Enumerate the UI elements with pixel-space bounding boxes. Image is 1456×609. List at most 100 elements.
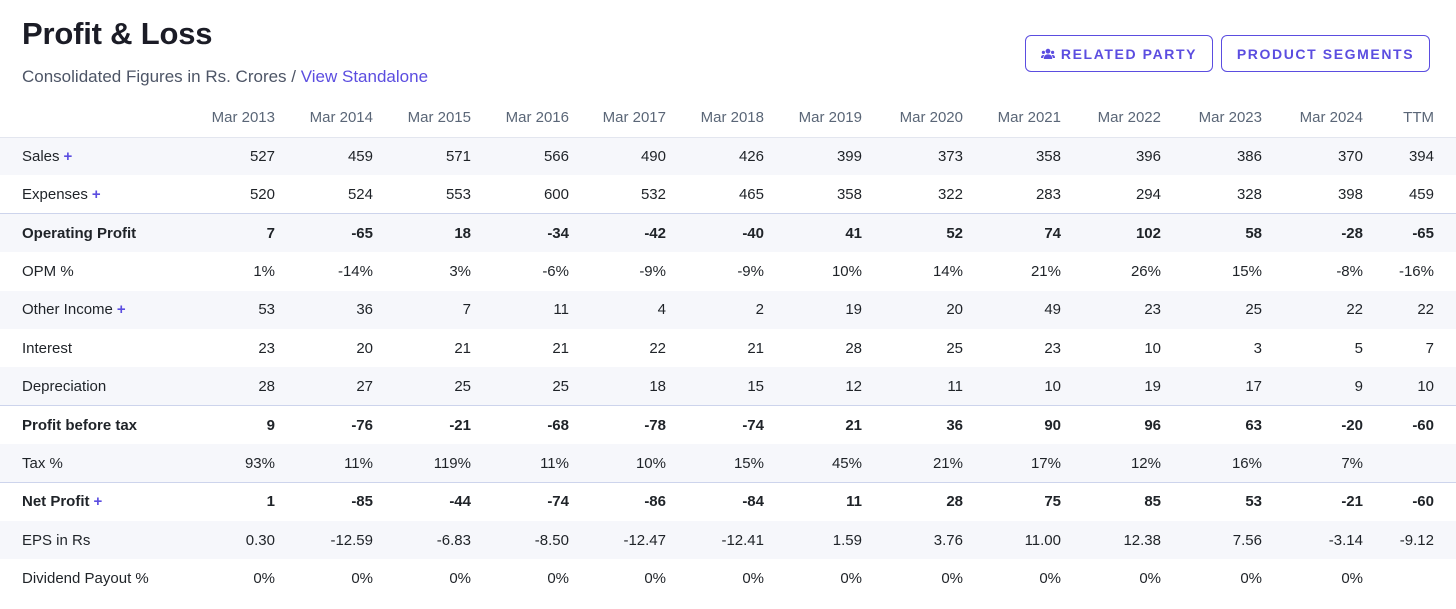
table-row[interactable]: Net Profit +1 -85 -44 -74 -86 -84 11 28 75 85 53 -21… (0, 482, 1456, 521)
table-cell: 0% (449, 569, 471, 587)
table-cell: -6% (542, 262, 569, 280)
table-cell: 465 (738, 185, 764, 203)
row-label-text: Other Income (22, 301, 113, 319)
table-cell: -6.83 (373, 520, 471, 560)
table-cell: 0.30 (178, 520, 275, 560)
table-cell: -14% (337, 262, 373, 280)
column-header: Mar 2013 (178, 99, 275, 138)
table-cell: 25 (946, 339, 963, 357)
table-cell: 7.56 (1161, 520, 1262, 560)
page-title: Profit & Loss (22, 16, 213, 51)
table-cell: 0% (351, 569, 373, 587)
expand-plus-icon[interactable]: + (93, 493, 103, 511)
table-cell: 52 (862, 213, 963, 253)
table-cell: 20 (862, 290, 963, 329)
table-cell: -60 (1363, 405, 1456, 445)
table-cell: 11% (275, 444, 373, 483)
row-label-text: Dividend Payout % (22, 569, 149, 587)
table-cell: 3 (1253, 339, 1262, 357)
table-row[interactable]: Expenses +520 524 553 600 532 465 358 322 283 294 3… (0, 175, 1456, 213)
table-cell: 19 (1061, 367, 1161, 406)
row-label: Operating Profit (0, 213, 178, 253)
table-cell: -9.12 (1363, 520, 1456, 560)
table-cell: -78 (569, 405, 666, 445)
header-label-cell (0, 99, 178, 138)
table-cell: 12% (1061, 444, 1161, 483)
table-cell: 16% (1161, 444, 1262, 483)
table-cell: 490 (569, 137, 666, 176)
table-cell: 11 (471, 290, 569, 329)
table-cell: 10 (1144, 339, 1161, 357)
table-cell: 21% (1030, 262, 1061, 280)
row-label: OPM % (0, 252, 178, 290)
row-label-text: Sales (22, 147, 60, 165)
row-label-text: EPS in Rs (22, 531, 91, 549)
table-cell: 7% (1262, 444, 1363, 483)
table-cell: 9 (1262, 367, 1363, 406)
table-cell: -12.47 (569, 520, 666, 560)
row-label: Depreciation (0, 367, 178, 406)
product-segments-button[interactable]: PRODUCT SEGMENTS (1221, 35, 1430, 72)
table-row[interactable]: Sales +527 459 571 566 490 426 399 373 358 396 386 3… (0, 137, 1456, 176)
table-cell: 426 (666, 137, 764, 176)
table-cell: 15 (666, 367, 764, 406)
table-cell: 41 (764, 213, 862, 253)
table-cell: 7 (1425, 339, 1434, 357)
table-cell: -74 (471, 482, 569, 521)
table-row[interactable]: Other Income +53 36 7 11 4 2 19 20 49 23 25 22 22 (0, 290, 1456, 329)
table-cell: 11 (862, 367, 963, 406)
table-cell (1363, 444, 1456, 483)
column-header: Mar 2018 (666, 99, 764, 138)
related-party-button[interactable]: RELATED PARTY (1025, 35, 1213, 72)
table-cell: -60 (1363, 482, 1456, 521)
table-cell: 520 (249, 185, 275, 203)
table-cell: 18 (569, 367, 666, 406)
table-cell: 370 (1262, 137, 1363, 176)
row-label[interactable]: Other Income + (0, 290, 178, 329)
table-cell: -8% (1336, 262, 1363, 280)
expand-plus-icon[interactable]: + (91, 185, 101, 203)
column-header: Mar 2015 (373, 99, 471, 138)
column-header: TTM (1363, 99, 1456, 138)
table-cell: 22 (1363, 290, 1456, 329)
table-cell: 21 (747, 339, 764, 357)
table-cell: 63 (1161, 405, 1262, 445)
table-cell: -40 (666, 213, 764, 253)
column-header: Mar 2016 (471, 99, 569, 138)
table-body: Sales +527 459 571 566 490 426 399 373 358 396 386 3… (0, 137, 1456, 598)
table-cell: 328 (1236, 185, 1262, 203)
table-cell (1363, 559, 1456, 597)
table-cell: 119% (373, 444, 471, 483)
row-label-text: OPM % (22, 262, 74, 280)
table-cell: 25 (471, 367, 569, 406)
row-label: Tax % (0, 444, 178, 483)
table-row: Operating Profit 7 -65 18 -34 -42 -40 41 52 74 102… (0, 213, 1456, 253)
table-cell: 7 (178, 213, 275, 253)
table-cell: -34 (471, 213, 569, 253)
row-label[interactable]: Sales + (0, 137, 178, 176)
table-cell: 459 (275, 137, 373, 176)
table-cell: 322 (937, 185, 963, 203)
table-cell: 93% (178, 444, 275, 483)
row-label: EPS in Rs (0, 520, 178, 560)
table-row: Profit before tax 9 -76 -21 -68 -78 -74 21 36 90 9… (0, 405, 1456, 445)
table-cell: 0% (1139, 569, 1161, 587)
table-cell: 49 (963, 290, 1061, 329)
table-cell: -65 (1363, 213, 1456, 253)
table-cell: 358 (836, 185, 862, 203)
table-cell: 9 (178, 405, 275, 445)
row-label-text: Interest (22, 339, 73, 357)
table-cell: 0% (742, 569, 764, 587)
table-cell: 23 (258, 339, 275, 357)
table-cell: 21 (454, 339, 471, 357)
table-cell: 600 (543, 185, 569, 203)
column-header: Mar 2020 (862, 99, 963, 138)
row-label[interactable]: Net Profit + (0, 482, 178, 521)
expand-plus-icon[interactable]: + (63, 147, 73, 165)
table-cell: 1% (253, 262, 275, 280)
view-standalone-link[interactable]: View Standalone (300, 67, 429, 86)
row-label[interactable]: Expenses + (0, 175, 178, 213)
table-cell: 1.59 (764, 520, 862, 560)
expand-plus-icon[interactable]: + (116, 301, 126, 319)
table-cell: 14% (932, 262, 963, 280)
